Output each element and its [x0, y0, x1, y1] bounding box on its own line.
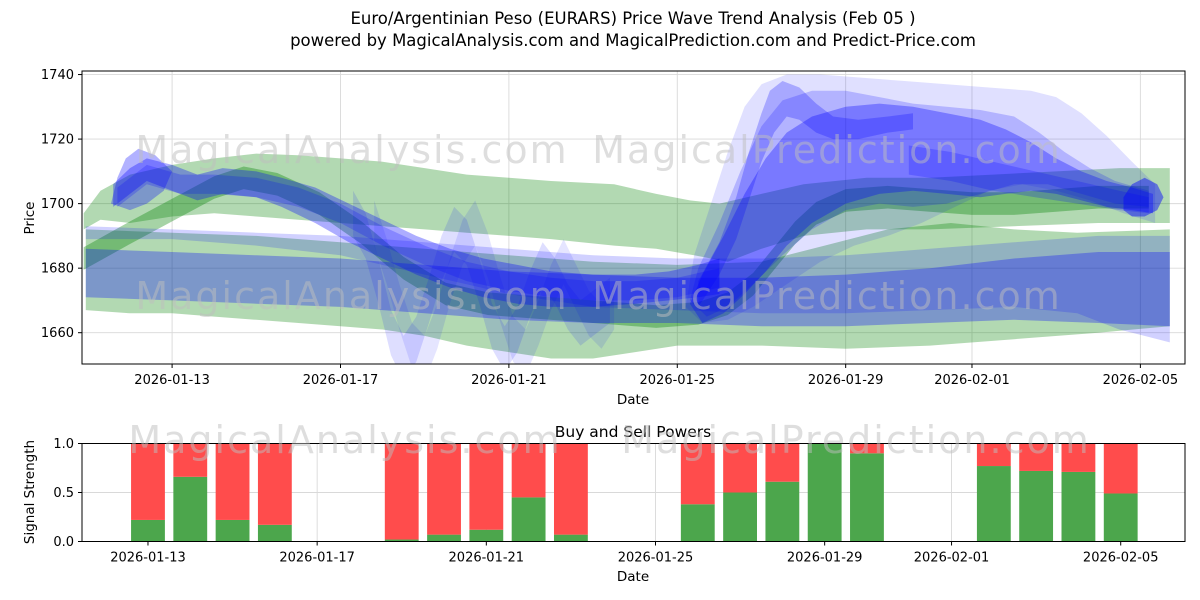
x-tick-label: 2026-02-05 [1083, 551, 1159, 566]
sell-bar-segment [1019, 443, 1054, 471]
x-tick-label: 2026-01-29 [787, 551, 863, 566]
buy-bar-segment [723, 492, 757, 542]
sell-bar-segment [765, 443, 800, 482]
y-tick-label: 0.0 [53, 535, 74, 550]
y-tick-label: 1720 [41, 133, 74, 148]
watermark-analysis-mid: MagicalAnalysis.com [135, 274, 568, 318]
sell-bar-segment [215, 443, 250, 520]
buy-bar-segment [384, 539, 419, 542]
x-tick-label: 2026-02-01 [934, 373, 1010, 388]
band-main-blue-trend-band [113, 158, 720, 307]
top-date-axis-label: Date [617, 392, 649, 408]
watermark-prediction-mid: MagicalPrediction.com [592, 274, 1062, 318]
price-axis-label: Price [22, 202, 38, 235]
watermark-analysis-top: MagicalAnalysis.com [135, 128, 568, 172]
x-tick-label: 2026-01-25 [640, 373, 716, 388]
band-wave-ribbon-b [353, 190, 610, 364]
buy-bar-segment [765, 481, 800, 542]
x-tick-label: 2026-01-13 [134, 373, 210, 388]
sell-bar-segment [384, 443, 419, 540]
buy-sell-chart: 0.0 0.5 1.0 2026-01-13 2026-01-17 2026-01-21 2… [53, 437, 1186, 566]
axes-border [81, 70, 1186, 365]
sell-bar-segment [976, 443, 1011, 467]
sell-bar-segment [723, 443, 757, 493]
buy-bar-segment [427, 534, 461, 542]
sell-bar-segment [511, 443, 546, 498]
sell-bar-segment [173, 443, 208, 477]
buy-bar-segment [553, 534, 588, 542]
band-wave-ribbon-a [374, 200, 615, 364]
figure-title-line1: Euro/Argentinian Peso (EURARS) Price Wav… [350, 9, 915, 28]
x-tick-label: 2026-01-29 [808, 373, 884, 388]
band-lower-green-band [85, 223, 1170, 359]
sell-bar-segment [131, 443, 165, 520]
buy-bar-segment [131, 519, 165, 542]
band-steel-blue-band [85, 248, 1170, 327]
buy-bar-segment [257, 524, 292, 542]
buy-sell-title: Buy and Sell Powers [555, 423, 712, 441]
band-forecast-fan-dark-arc [689, 103, 1153, 323]
sell-bar-segment [850, 443, 884, 454]
price-bands [83, 74, 1170, 364]
sell-bar-segment [469, 443, 504, 530]
buy-bar-segment [976, 466, 1011, 542]
bottom-date-axis-label: Date [617, 569, 649, 585]
buy-bar-segment [469, 529, 504, 542]
band-upper-green-band [83, 153, 1170, 262]
signal-strength-axis-label: Signal Strength [22, 440, 38, 544]
x-tick-label: 2026-02-01 [914, 551, 990, 566]
x-tick-label: 2026-01-25 [618, 551, 694, 566]
y-tick-label: 1660 [41, 326, 74, 341]
x-tick-label: 2026-01-13 [110, 551, 186, 566]
sell-bar-segment [680, 443, 715, 505]
band-forecast-fan-outer [685, 74, 1156, 323]
buy-bar-segment [215, 519, 250, 542]
watermark-prediction-top: MagicalPrediction.com [592, 128, 1062, 172]
buy-bar-segment [807, 443, 842, 542]
x-tick-label: 2026-01-21 [449, 551, 525, 566]
sell-bar-segment [1061, 443, 1096, 472]
y-tick-label: 1680 [41, 262, 74, 277]
watermark-prediction-bottom: MagicalPrediction.com [621, 418, 1091, 462]
watermark-analysis-bottom: MagicalAnalysis.com [128, 418, 561, 462]
price-chart: 1660 1680 1700 1720 1740 2026-01-13 2026-01-17… [41, 68, 1186, 388]
y-tick-label: 1740 [41, 68, 74, 83]
buy-bar-segment [1061, 471, 1096, 542]
band-forecast-steep-finger [698, 81, 913, 307]
buy-bar-segment [511, 497, 546, 542]
sell-bar-segment [427, 443, 461, 535]
x-tick-label: 2026-02-05 [1103, 373, 1179, 388]
figure-title-line2: powered by MagicalAnalysis.com and Magic… [290, 31, 976, 50]
band-dark-green-trend-ribbon [83, 166, 1149, 328]
band-end-blob [1123, 177, 1164, 217]
x-tick-label: 2026-01-17 [303, 373, 379, 388]
x-tick-label: 2026-01-17 [279, 551, 355, 566]
band-periwinkle-band [85, 226, 1170, 343]
buy-bar-segment [680, 504, 715, 542]
y-tick-label: 1700 [41, 197, 74, 212]
y-tick-label: 1.0 [53, 437, 74, 452]
buy-bar-segment [173, 476, 208, 542]
band-left-knot [111, 148, 173, 211]
band-inner-blue-trend-ribbon [117, 164, 720, 301]
buy-bar-segment [1019, 470, 1054, 542]
y-tick-label: 0.5 [53, 486, 74, 501]
sell-bar-segment [553, 443, 588, 535]
band-forecast-fan-mid [689, 90, 1149, 317]
sell-bar-segment [257, 443, 292, 525]
sell-bar-segment [1103, 443, 1138, 494]
band-descending-right-strip [908, 145, 1149, 214]
x-tick-label: 2026-01-21 [471, 373, 547, 388]
buy-bar-segment [850, 453, 884, 542]
buy-bar-segment [1103, 493, 1138, 542]
